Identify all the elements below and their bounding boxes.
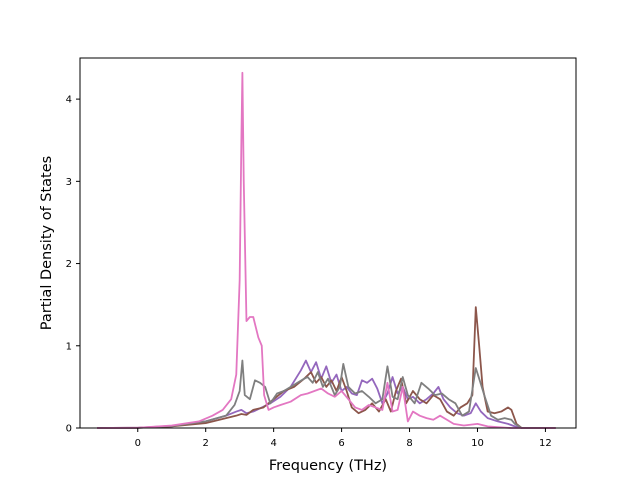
series-line-4 — [96, 71, 556, 429]
x-tick-label: 10 — [471, 438, 484, 449]
y-axis-label: Partial Density of States — [39, 156, 55, 330]
x-tick-label: 8 — [406, 438, 412, 449]
x-tick-label: 6 — [338, 438, 344, 449]
x-axis-label: Frequency (THz) — [269, 458, 387, 474]
y-tick-label: 1 — [66, 341, 72, 352]
x-tick-label: 12 — [539, 438, 552, 449]
y-axis-ticks: 0 1 2 3 4 — [66, 95, 80, 435]
plot-frame — [79, 57, 577, 429]
x-tick-label: 2 — [203, 438, 209, 449]
series-line-1 — [96, 359, 556, 429]
y-tick-label: 2 — [66, 259, 72, 270]
y-tick-label: 3 — [66, 177, 72, 188]
series-line-3 — [96, 359, 556, 429]
y-tick-label: 0 — [66, 424, 72, 435]
y-tick-label: 4 — [66, 95, 72, 106]
x-tick-label: 0 — [135, 438, 141, 449]
series-lines — [96, 71, 556, 429]
x-axis-ticks: 0 2 4 6 8 10 12 — [135, 428, 552, 449]
series-line-2 — [96, 306, 556, 429]
x-tick-label: 4 — [270, 438, 276, 449]
